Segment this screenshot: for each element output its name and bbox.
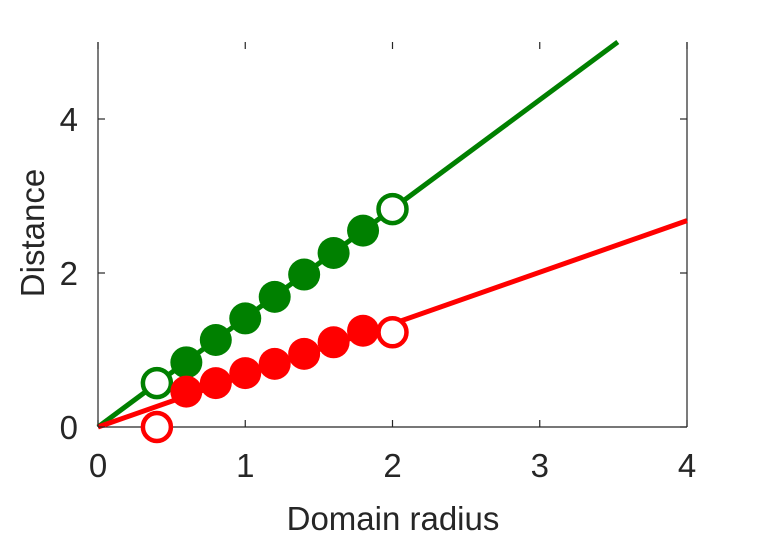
- filled-point: [258, 347, 291, 380]
- filled-point: [317, 236, 350, 269]
- filled-point: [288, 337, 321, 370]
- open-point: [140, 366, 174, 400]
- y-axis-label: Distance: [14, 169, 51, 297]
- filled-point: [347, 214, 380, 247]
- y-tick-label: 2: [60, 255, 78, 292]
- filled-point: [170, 346, 203, 379]
- x-axis-label: Domain radius: [287, 500, 500, 533]
- filled-point: [258, 280, 291, 313]
- ticks-layer: 0 1 2 3 4 0 2 4: [60, 42, 696, 484]
- y-tick-label: 0: [60, 409, 78, 446]
- series-0: [96, 39, 620, 430]
- x-tick-label: 2: [383, 447, 401, 484]
- x-tick-label: 4: [678, 447, 696, 484]
- open-point: [376, 192, 409, 226]
- filled-point: [199, 367, 232, 400]
- filled-point: [229, 357, 262, 390]
- x-tick-label: 1: [236, 447, 254, 484]
- filled-point: [347, 314, 380, 347]
- open-point: [376, 316, 409, 349]
- series-1: [97, 218, 688, 444]
- x-tick-label: 3: [531, 447, 549, 484]
- x-tick-label: 0: [89, 447, 107, 484]
- filled-point: [199, 323, 232, 356]
- y-tick-label: 4: [60, 101, 78, 138]
- series-layer: [96, 39, 688, 444]
- filled-point: [288, 258, 321, 291]
- filled-point: [229, 302, 262, 335]
- filled-point: [317, 326, 350, 359]
- filled-point: [170, 375, 203, 408]
- open-point: [140, 410, 174, 444]
